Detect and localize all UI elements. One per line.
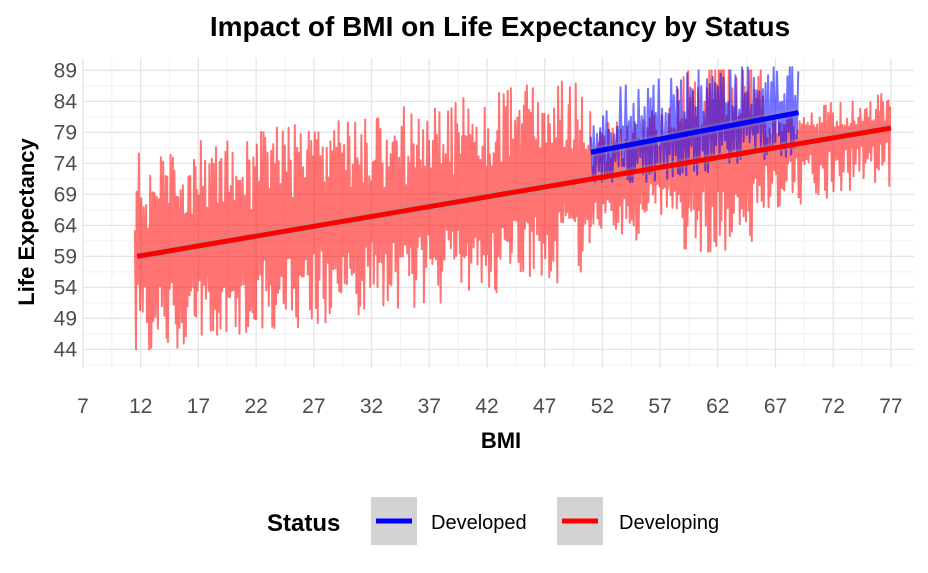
x-tick-label: 52 bbox=[591, 395, 614, 418]
legend-label: Developing bbox=[619, 512, 719, 534]
y-tick-label: 74 bbox=[54, 152, 78, 175]
trend-line-developing bbox=[136, 125, 892, 259]
x-tick-label: 77 bbox=[879, 395, 902, 418]
y-tick-label: 54 bbox=[54, 276, 78, 299]
x-tick-label: 42 bbox=[475, 395, 498, 418]
developed-raw-line bbox=[589, 66, 800, 183]
x-tick-label: 17 bbox=[187, 395, 210, 418]
raw-series-lines bbox=[133, 66, 891, 351]
y-tick-label: 69 bbox=[54, 183, 77, 206]
y-tick-label: 89 bbox=[54, 59, 77, 82]
trend-line-developed bbox=[590, 110, 800, 155]
y-tick-label: 84 bbox=[54, 90, 78, 113]
x-tick-label: 32 bbox=[360, 395, 383, 418]
y-tick-label: 79 bbox=[54, 121, 77, 144]
y-axis-ticks: 44 49 54 59 64 69 74 79 84 89 bbox=[54, 59, 78, 361]
x-tick-label: 27 bbox=[302, 395, 325, 418]
x-tick-label: 62 bbox=[706, 395, 729, 418]
legend-label: Developed bbox=[431, 512, 527, 534]
x-tick-label: 7 bbox=[77, 395, 89, 418]
trend-lines bbox=[136, 107, 892, 262]
legend-item-developed: Developed bbox=[371, 497, 527, 545]
y-axis-title: Life Expectancy bbox=[14, 137, 39, 305]
x-axis-title: BMI bbox=[481, 428, 521, 453]
y-tick-label: 44 bbox=[54, 338, 78, 361]
x-axis-ticks: 7 12 17 22 27 32 37 42 47 52 57 62 67 72 77 bbox=[77, 395, 902, 418]
x-tick-label: 57 bbox=[648, 395, 671, 418]
x-tick-label: 47 bbox=[533, 395, 556, 418]
legend: Status Developed Developing bbox=[267, 497, 719, 545]
x-tick-label: 22 bbox=[244, 395, 267, 418]
legend-item-developing: Developing bbox=[557, 497, 719, 545]
y-tick-label: 49 bbox=[54, 307, 77, 330]
y-tick-label: 64 bbox=[54, 214, 78, 237]
legend-title: Status bbox=[267, 510, 340, 537]
x-tick-label: 72 bbox=[822, 395, 845, 418]
y-tick-label: 59 bbox=[54, 245, 77, 268]
x-tick-label: 67 bbox=[764, 395, 787, 418]
chart-title: Impact of BMI on Life Expectancy by Stat… bbox=[210, 11, 790, 42]
x-tick-label: 37 bbox=[418, 395, 441, 418]
x-tick-label: 12 bbox=[129, 395, 152, 418]
